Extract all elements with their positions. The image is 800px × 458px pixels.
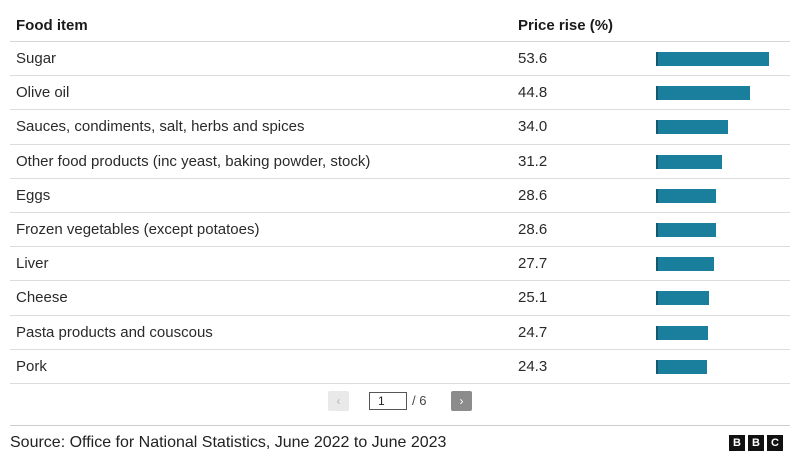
table-header: Food item Price rise (%): [10, 8, 790, 42]
prev-page-button[interactable]: ‹: [328, 391, 349, 411]
price-rise-value: 24.7: [518, 323, 548, 341]
bbc-logo-block: B: [729, 435, 745, 451]
chevron-left-icon: ‹: [336, 394, 341, 408]
price-rise-bar: [656, 222, 716, 237]
pagination: ‹ / 6 ›: [0, 391, 800, 411]
table-row: Pork 24.3: [10, 350, 790, 384]
table-row: Sauces, condiments, salt, herbs and spic…: [10, 110, 790, 145]
price-rise-value: 27.7: [518, 255, 548, 273]
bbc-logo-block: C: [767, 435, 783, 451]
source-note: Source: Office for National Statistics, …: [10, 434, 447, 451]
price-rise-bar: [656, 86, 750, 101]
price-rise-table: Food item Price rise (%) Sugar 53.6 Olive …: [10, 8, 790, 384]
food-item-label: Olive oil: [16, 84, 70, 102]
food-item-label: Liver: [16, 255, 49, 273]
table-row: Olive oil 44.8: [10, 76, 790, 111]
page-total: / 6: [412, 393, 427, 408]
column-header-food-item: Food item: [16, 17, 88, 34]
table-body: Sugar 53.6 Olive oil 44.8 Sauces, condiments…: [10, 42, 790, 384]
footer-divider: [10, 425, 790, 426]
price-rise-value: 44.8: [518, 84, 548, 102]
price-rise-value: 28.6: [518, 186, 548, 204]
food-item-label: Sauces, condiments, salt, herbs and spic…: [16, 118, 305, 136]
price-rise-bar: [656, 291, 709, 306]
price-rise-bar: [656, 120, 728, 135]
price-rise-value: 31.2: [518, 152, 548, 170]
table-row: Pasta products and couscous 24.7: [10, 316, 790, 350]
food-item-label: Frozen vegetables (except potatoes): [16, 220, 260, 238]
table-row: Liver 27.7: [10, 247, 790, 282]
price-rise-value: 53.6: [518, 50, 548, 67]
food-item-label: Sugar: [16, 50, 57, 67]
price-rise-bar: [656, 188, 716, 203]
table-row: Eggs 28.6: [10, 179, 790, 213]
food-item-label: Pork: [16, 357, 47, 375]
price-rise-value: 24.3: [518, 357, 548, 375]
table-row: Frozen vegetables (except potatoes) 28.6: [10, 213, 790, 248]
price-rise-bar: [656, 325, 708, 340]
price-rise-value: 28.6: [518, 220, 548, 238]
price-rise-value: 34.0: [518, 118, 548, 136]
food-item-label: Pasta products and couscous: [16, 323, 213, 341]
table-row: Other food products (inc yeast, baking p…: [10, 145, 790, 179]
bbc-logo-block: B: [748, 435, 764, 451]
price-rise-bar: [656, 359, 707, 374]
table-row: Sugar 53.6: [10, 42, 790, 77]
food-item-label: Eggs: [16, 186, 51, 204]
price-rise-value: 25.1: [518, 289, 548, 307]
page-number-input[interactable]: [369, 392, 407, 410]
food-item-label: Cheese: [16, 289, 68, 307]
food-item-label: Other food products (inc yeast, baking p…: [16, 152, 371, 170]
table-row: Cheese 25.1: [10, 281, 790, 316]
price-rise-bar: [656, 257, 714, 272]
price-rise-bar: [656, 52, 769, 66]
next-page-button[interactable]: ›: [451, 391, 472, 411]
price-rise-bar: [656, 154, 722, 169]
column-header-price-rise: Price rise (%): [518, 17, 614, 34]
chevron-right-icon: ›: [459, 394, 464, 408]
